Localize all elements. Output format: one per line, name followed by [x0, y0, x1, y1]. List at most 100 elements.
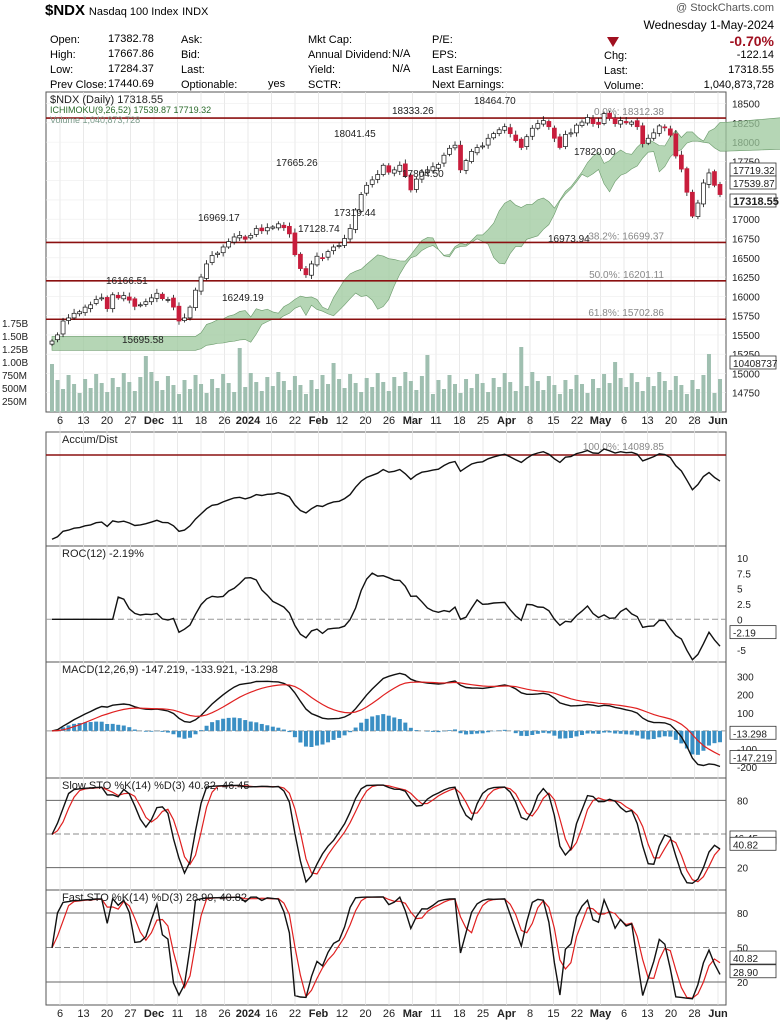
volume-bar: [326, 384, 331, 412]
price-candle: [358, 194, 364, 212]
volume-bar: [165, 376, 170, 412]
macd-histogram-bar: [121, 725, 126, 731]
quote-field-label: Annual Dividend:: [308, 49, 392, 61]
price-candle: [397, 164, 403, 172]
volume-bar: [574, 375, 579, 412]
volume-bar: [99, 383, 104, 412]
macd-histogram-bar: [618, 730, 623, 734]
price-candle: [126, 296, 132, 301]
volume-bar: [381, 382, 386, 412]
volume-bar: [188, 389, 193, 412]
y-tick-label: 16750: [732, 235, 760, 246]
x-tick-label: 26: [218, 1008, 230, 1020]
fast-sto-tick-label: 80: [737, 909, 749, 920]
macd-histogram-bar: [635, 730, 640, 736]
price-candle: [607, 112, 612, 119]
price-annotation: 17804.50: [402, 169, 444, 180]
price-candle: [585, 117, 590, 124]
macd-histogram-bar: [436, 730, 441, 733]
macd-histogram-bar: [701, 730, 706, 751]
price-candle: [149, 297, 154, 303]
volume-bar: [154, 381, 159, 412]
fast-sto-tick-label: 20: [737, 978, 749, 989]
volume-bar: [127, 382, 132, 412]
volume-bar: [287, 390, 292, 412]
volume-bar: [403, 372, 408, 412]
price-candle: [645, 137, 651, 144]
volume-bar: [88, 388, 93, 412]
price-annotation: 18464.70: [474, 96, 516, 107]
macd-histogram-bar: [375, 715, 380, 731]
macd-histogram-bar: [309, 730, 314, 747]
price-candle: [204, 263, 209, 279]
macd-tick-label: 200: [737, 691, 754, 702]
x-tick-label: Feb: [309, 415, 329, 427]
x-tick-label: 13: [77, 415, 89, 427]
panel-frame-roc: [45, 545, 727, 663]
volume-bar: [143, 356, 148, 412]
price-candle: [485, 137, 491, 146]
quote-field-value: N/A: [392, 63, 411, 75]
price-candle: [430, 166, 436, 172]
price-tag-2: 17539.87: [733, 179, 775, 190]
macd-histogram-bar: [248, 721, 253, 731]
price-candle: [651, 132, 657, 139]
macd-histogram-bar: [579, 730, 584, 735]
volume-bar: [546, 376, 551, 412]
price-candle: [275, 223, 281, 229]
fast-sto-tick-label: 50: [737, 944, 749, 955]
price-candle: [182, 317, 187, 321]
volume-bar: [441, 389, 446, 412]
price-candle: [612, 117, 618, 124]
macd-histogram-bar: [143, 730, 148, 732]
macd-histogram-bar: [77, 723, 82, 731]
chart-legend-price: $NDX (Daily) 17318.55: [50, 94, 163, 106]
x-tick-label: 20: [101, 1008, 113, 1020]
price-candle: [270, 226, 276, 229]
volume-bar: [585, 393, 590, 412]
volume-bar: [519, 347, 524, 412]
macd-histogram-bar: [83, 722, 88, 731]
quote-field-value: N/A: [392, 48, 411, 60]
macd-tick-label: -200: [737, 763, 757, 774]
price-candle: [82, 306, 88, 314]
volume-bar: [596, 388, 601, 412]
volume-bar: [436, 380, 441, 412]
price-candle: [701, 182, 706, 205]
macd-histogram-bar: [596, 730, 601, 734]
macd-histogram-bar: [695, 730, 700, 755]
macd-tick-label: 100: [737, 709, 754, 720]
x-tick-label: 11: [430, 1008, 441, 1020]
volume-bar: [629, 373, 634, 412]
macd-histogram-bar: [613, 730, 618, 734]
volume-bar: [276, 372, 281, 412]
volume-tag-box: [729, 355, 777, 370]
chart-header-title: $NDX Nasdaq 100 Index INDX: [45, 2, 208, 19]
volume-bar: [364, 378, 369, 412]
accum-fib-label: 100.0%: 14089.85: [583, 442, 665, 453]
volume-bar: [701, 375, 706, 412]
macd-histogram-bar: [94, 721, 99, 731]
volume-bar: [292, 376, 297, 412]
macd-hist-tag: -13.298: [733, 729, 767, 740]
macd-histogram-bar: [353, 727, 358, 731]
accum-dist-label: Accum/Dist: [62, 434, 118, 446]
macd-histogram-bar: [425, 730, 430, 732]
y-tick-label: 18500: [732, 100, 760, 111]
macd-histogram-bar: [712, 730, 717, 744]
price-candle: [60, 320, 66, 335]
y-tick-label: 16250: [732, 273, 760, 284]
macd-histogram-bar: [237, 718, 242, 731]
fast-sto-tag-2-box: [729, 964, 777, 979]
price-candle: [66, 317, 71, 321]
quote-field-label: Last:: [181, 64, 205, 76]
macd-histogram-bar: [530, 730, 535, 735]
price-candle: [193, 289, 198, 308]
quote-field-label: Last Earnings:: [432, 64, 503, 76]
roc-tick-label: 0: [737, 615, 743, 626]
x-tick-label: Apr: [497, 1008, 517, 1020]
macd-histogram-bar: [662, 730, 667, 737]
volume-bar: [83, 379, 88, 412]
x-tick-label: 6: [57, 415, 63, 427]
macd-histogram-bar: [513, 730, 518, 734]
